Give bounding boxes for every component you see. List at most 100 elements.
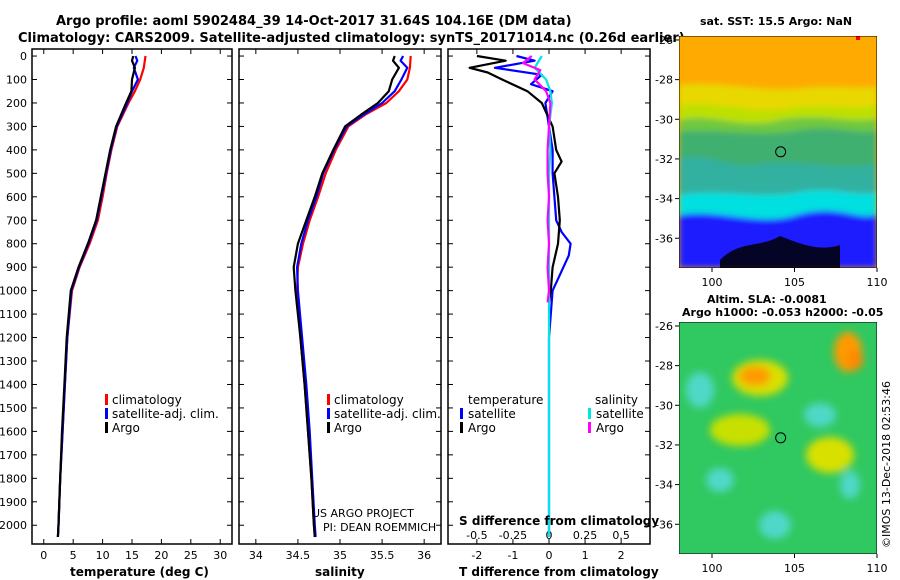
depth-tick-label: 0 <box>20 50 27 63</box>
temperature-legend: climatology satellite-adj. clim. Argo <box>105 393 219 435</box>
depth-tick-label: 1300 <box>0 355 27 368</box>
sla-map-title: Altim. SLA: -0.0081 <box>707 293 827 306</box>
x-tick-label: 35.5 <box>370 549 395 562</box>
series-line-t-satellite <box>493 54 572 537</box>
legend-climatology-label: climatology <box>334 393 404 407</box>
x-tick-label: 0 <box>546 549 553 562</box>
depth-tick-label: 900 <box>6 261 27 274</box>
depth-tick-label: 1500 <box>0 402 27 415</box>
axes-layer: 0100200300400500600700800900100011001200… <box>0 34 888 575</box>
s-difference-tick-label: -0.5 <box>466 529 487 542</box>
temperature-panel <box>31 48 233 545</box>
map-lat-tick-label: -34 <box>655 193 673 206</box>
s-difference-label: S difference from climatology <box>459 514 659 528</box>
depth-tick-label: 1400 <box>0 378 27 391</box>
depth-tick-label: 200 <box>6 97 27 110</box>
x-tick-label: 2 <box>618 549 625 562</box>
map-lat-tick-label: -36 <box>655 232 673 245</box>
legend-temperature-title: temperature <box>468 393 543 407</box>
series-line-argo <box>56 55 136 538</box>
s-difference-tick-label: -0.25 <box>499 529 527 542</box>
map-lat-tick-label: -28 <box>655 360 673 373</box>
s-difference-tick-label: 0.25 <box>573 529 598 542</box>
x-tick-label: 1 <box>582 549 589 562</box>
legend-argo-label: Argo <box>112 421 140 435</box>
x-tick-label: 20 <box>154 549 168 562</box>
depth-tick-label: 600 <box>6 191 27 204</box>
salinity-axis-label: salinity <box>315 565 365 579</box>
legend-satellite-label: satellite-adj. clim. <box>334 407 441 421</box>
x-tick-label: 36 <box>417 549 431 562</box>
legend-s-satellite-swatch <box>588 408 591 419</box>
map-lon-tick-label: 110 <box>867 562 888 575</box>
legend-satellite-swatch <box>327 408 330 419</box>
map-lon-tick-label: 105 <box>784 276 805 289</box>
series-line-t-argo <box>468 54 563 303</box>
x-tick-label: 30 <box>213 549 227 562</box>
depth-tick-label: 700 <box>6 214 27 227</box>
depth-tick-label: 1100 <box>0 308 27 321</box>
depth-tick-label: 1600 <box>0 425 27 438</box>
map-lat-tick-label: -36 <box>655 518 673 531</box>
map-lon-tick-label: 110 <box>867 276 888 289</box>
legend-t-argo-swatch <box>460 422 463 433</box>
depth-tick-label: 1900 <box>0 496 27 509</box>
salinity-panel <box>238 48 442 545</box>
legend-climatology-label: climatology <box>112 393 182 407</box>
x-tick-label: 34.5 <box>286 549 311 562</box>
depth-tick-label: 500 <box>6 167 27 180</box>
title-line-1: Argo profile: aoml 5902484_39 14-Oct-201… <box>56 14 572 29</box>
legend-t-satellite-label: satellite <box>468 407 516 421</box>
depth-tick-label: 300 <box>6 120 27 133</box>
legend-s-argo-label: Argo <box>596 421 624 435</box>
legend-t-satellite-swatch <box>460 408 463 419</box>
map-lon-tick-label: 105 <box>784 562 805 575</box>
depth-tick-label: 1000 <box>0 285 27 298</box>
sst-map-title: sat. SST: 15.5 Argo: NaN <box>700 15 852 28</box>
depth-tick-label: 1800 <box>0 472 27 485</box>
map-lon-tick-label: 100 <box>702 276 723 289</box>
x-tick-label: 5 <box>70 549 77 562</box>
depth-tick-label: 100 <box>6 73 27 86</box>
map-lat-tick-label: -34 <box>655 479 673 492</box>
x-tick-label: 35 <box>333 549 347 562</box>
map-lat-tick-label: -32 <box>655 439 673 452</box>
map-lat-tick-label: -26 <box>655 34 673 47</box>
credit-text: US ARGO PROJECT <box>312 507 414 520</box>
series-line-argo <box>292 55 400 538</box>
x-tick-label: 34 <box>249 549 263 562</box>
x-tick-label: 15 <box>125 549 139 562</box>
legend-t-argo-label: Argo <box>468 421 496 435</box>
map-lat-tick-label: -30 <box>655 399 673 412</box>
map-lat-tick-label: -32 <box>655 153 673 166</box>
s-difference-tick-label: 0.5 <box>612 529 630 542</box>
series-layer <box>56 54 572 538</box>
pi-text: PI: DEAN ROEMMICH <box>323 521 436 534</box>
imos-stamp: ©IMOS 13-Dec-2018 02:53:46 <box>880 381 893 548</box>
series-line-climatology <box>296 55 412 538</box>
x-tick-label: -2 <box>471 549 482 562</box>
sla-map <box>679 322 877 554</box>
sla-map-subtitle: Argo h1000: -0.053 h2000: -0.05 <box>682 306 883 319</box>
salinity-legend: climatology satellite-adj. clim. Argo US… <box>312 393 441 534</box>
sst-map <box>679 36 877 268</box>
legend-s-argo-swatch <box>588 422 591 433</box>
x-tick-label: -1 <box>507 549 518 562</box>
map-lat-tick-label: -28 <box>655 74 673 87</box>
legend-satellite-label: satellite-adj. clim. <box>112 407 219 421</box>
depth-tick-label: 1200 <box>0 332 27 345</box>
title-line-2: Climatology: CARS2009. Satellite-adjuste… <box>18 31 685 46</box>
legend-argo-swatch <box>327 422 330 433</box>
legend-salinity-title: salinity <box>595 393 638 407</box>
legend-satellite-swatch <box>105 408 108 419</box>
legend-s-satellite-label: satellite <box>596 407 644 421</box>
x-tick-label: 0 <box>40 549 47 562</box>
map-lat-tick-label: -30 <box>655 113 673 126</box>
x-tick-label: 25 <box>184 549 198 562</box>
depth-tick-label: 1700 <box>0 449 27 462</box>
argo-location-marker <box>775 146 787 158</box>
depth-tick-label: 800 <box>6 238 27 251</box>
depth-tick-label: 2000 <box>0 519 27 532</box>
legend-climatology-swatch <box>105 394 108 405</box>
